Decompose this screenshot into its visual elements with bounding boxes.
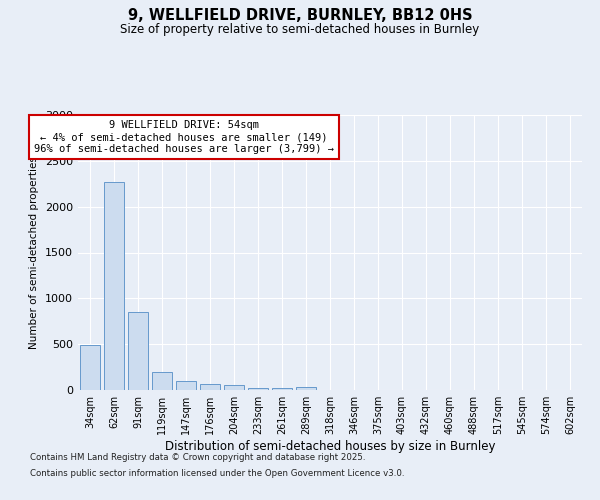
Bar	[272, 388, 292, 390]
Bar	[104, 182, 124, 390]
Bar	[176, 381, 196, 390]
Text: Contains public sector information licensed under the Open Government Licence v3: Contains public sector information licen…	[30, 468, 404, 477]
Text: Size of property relative to semi-detached houses in Burnley: Size of property relative to semi-detach…	[121, 22, 479, 36]
Bar	[248, 388, 268, 390]
Bar	[152, 372, 172, 390]
X-axis label: Distribution of semi-detached houses by size in Burnley: Distribution of semi-detached houses by …	[165, 440, 495, 453]
Y-axis label: Number of semi-detached properties: Number of semi-detached properties	[29, 156, 40, 349]
Bar	[224, 386, 244, 390]
Bar	[296, 388, 316, 390]
Text: Contains HM Land Registry data © Crown copyright and database right 2025.: Contains HM Land Registry data © Crown c…	[30, 454, 365, 462]
Text: 9, WELLFIELD DRIVE, BURNLEY, BB12 0HS: 9, WELLFIELD DRIVE, BURNLEY, BB12 0HS	[128, 8, 472, 22]
Bar	[80, 345, 100, 390]
Text: 9 WELLFIELD DRIVE: 54sqm
← 4% of semi-detached houses are smaller (149)
96% of s: 9 WELLFIELD DRIVE: 54sqm ← 4% of semi-de…	[34, 120, 334, 154]
Bar	[128, 312, 148, 390]
Bar	[200, 384, 220, 390]
